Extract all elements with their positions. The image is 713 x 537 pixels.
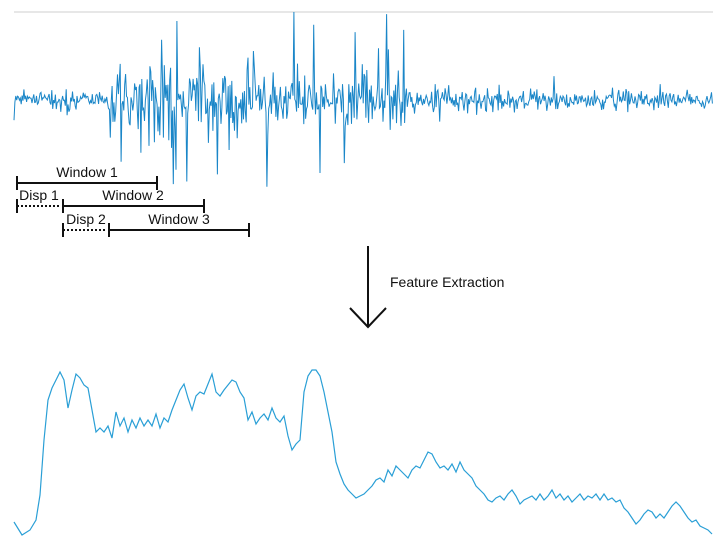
window-1-label: Window 1 bbox=[56, 164, 118, 180]
window-annotations: Window 1 Disp 1 Window 2 Disp 2 Window 3 bbox=[16, 164, 250, 237]
disp-2-label: Disp 2 bbox=[66, 211, 106, 227]
feature-extraction-label: Feature Extraction bbox=[390, 274, 504, 290]
raw-signal bbox=[13, 11, 713, 187]
window-1-bracket: Window 1 bbox=[16, 164, 158, 190]
disp-1-label: Disp 1 bbox=[19, 187, 59, 203]
disp-1-bracket: Disp 1 bbox=[16, 187, 61, 213]
window-3-bracket: Window 3 bbox=[108, 211, 250, 237]
down-arrow-icon bbox=[349, 246, 387, 329]
raw-signal-waveform bbox=[13, 11, 713, 187]
feature-curve-line bbox=[13, 369, 713, 536]
window-2-label: Window 2 bbox=[102, 187, 164, 203]
window-3-label: Window 3 bbox=[148, 211, 210, 227]
feature-curve bbox=[13, 369, 713, 536]
window-2-bracket: Window 2 bbox=[62, 187, 205, 213]
disp-2-bracket: Disp 2 bbox=[62, 211, 107, 237]
